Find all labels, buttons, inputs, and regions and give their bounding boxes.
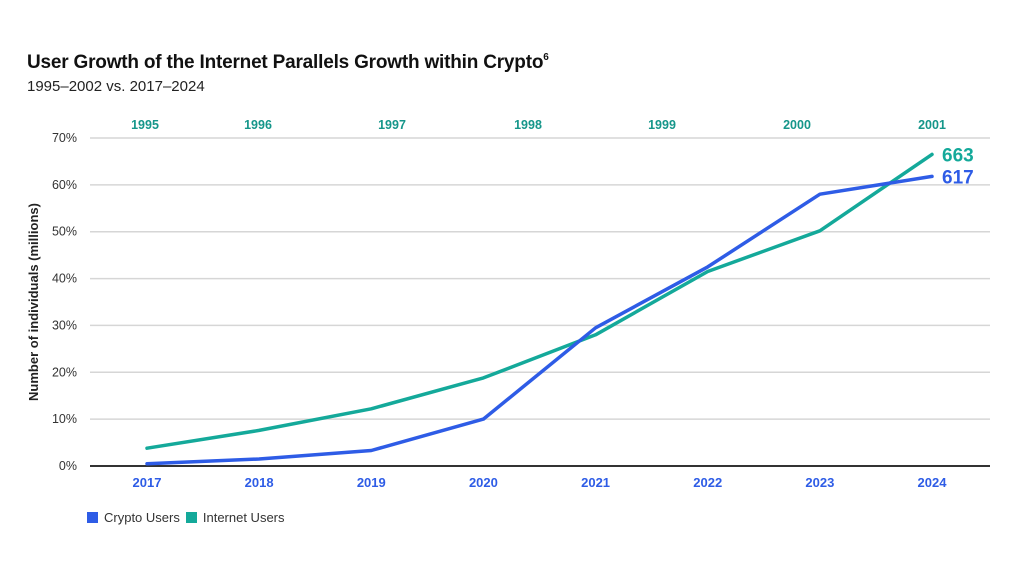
x-tick-label: 2024 <box>918 475 948 490</box>
y-tick-label: 40% <box>52 272 77 286</box>
y-tick-label: 10% <box>52 412 77 426</box>
y-tick-label: 50% <box>52 225 77 239</box>
x-top-tick-label: 1998 <box>514 118 542 132</box>
x-tick-label: 2019 <box>357 475 386 490</box>
y-tick-label: 0% <box>59 459 77 473</box>
x-tick-label: 2020 <box>469 475 498 490</box>
x-top-tick-label: 2001 <box>918 118 946 132</box>
legend-label-internet: Internet Users <box>202 510 285 525</box>
x-top-tick-label: 1999 <box>648 118 676 132</box>
legend-item-crypto-users: Crypto Users <box>87 510 180 525</box>
legend-item-internet-users: Internet Users <box>185 510 285 525</box>
y-tick-label: 60% <box>52 178 77 192</box>
x-tick-label: 2022 <box>693 475 722 490</box>
series-lines <box>145 152 934 466</box>
x-top-tick-label: 1996 <box>244 118 272 132</box>
chart-title-text: User Growth of the Internet Parallels Gr… <box>27 52 544 73</box>
y-tick-label: 70% <box>52 131 77 145</box>
y-tick-label: 30% <box>52 318 77 332</box>
chart-title: User Growth of the Internet Parallels Gr… <box>27 52 549 74</box>
chart-subtitle: 1995–2002 vs. 2017–2024 <box>27 78 205 95</box>
x-top-tick-label: 2000 <box>783 118 811 132</box>
x-top-tick-label: 1995 <box>131 118 159 132</box>
x-tick-label: 2018 <box>245 475 274 490</box>
legend-swatch-internet <box>185 512 197 523</box>
legend-label-crypto: Crypto Users <box>104 510 180 525</box>
x-tick-label: 2021 <box>581 475 610 490</box>
y-tick-label: 20% <box>52 365 77 379</box>
y-axis-label: Number of individuals (millions) <box>26 203 41 401</box>
series-line-crypto-users <box>145 174 934 466</box>
end-label-crypto-users: 617 <box>942 167 974 188</box>
end-label-internet-users: 663 <box>942 145 974 166</box>
x-axis-top-ticks: 1995 1996 1997 1998 1999 2000 2001 <box>131 118 946 132</box>
series-line-internet-users <box>145 152 934 450</box>
y-axis-ticks: 0% 10% 20% 30% 40% 50% 60% 70% <box>52 131 77 473</box>
legend: Crypto Users Internet Users <box>87 510 291 525</box>
x-tick-label: 2017 <box>133 475 162 490</box>
x-axis-bottom-ticks: 2017 2018 2019 2020 2021 2022 2023 2024 <box>133 475 948 490</box>
x-top-tick-label: 1997 <box>378 118 406 132</box>
x-tick-label: 2023 <box>805 475 834 490</box>
title-footnote: 6 <box>543 52 549 63</box>
legend-swatch-crypto <box>87 512 98 523</box>
